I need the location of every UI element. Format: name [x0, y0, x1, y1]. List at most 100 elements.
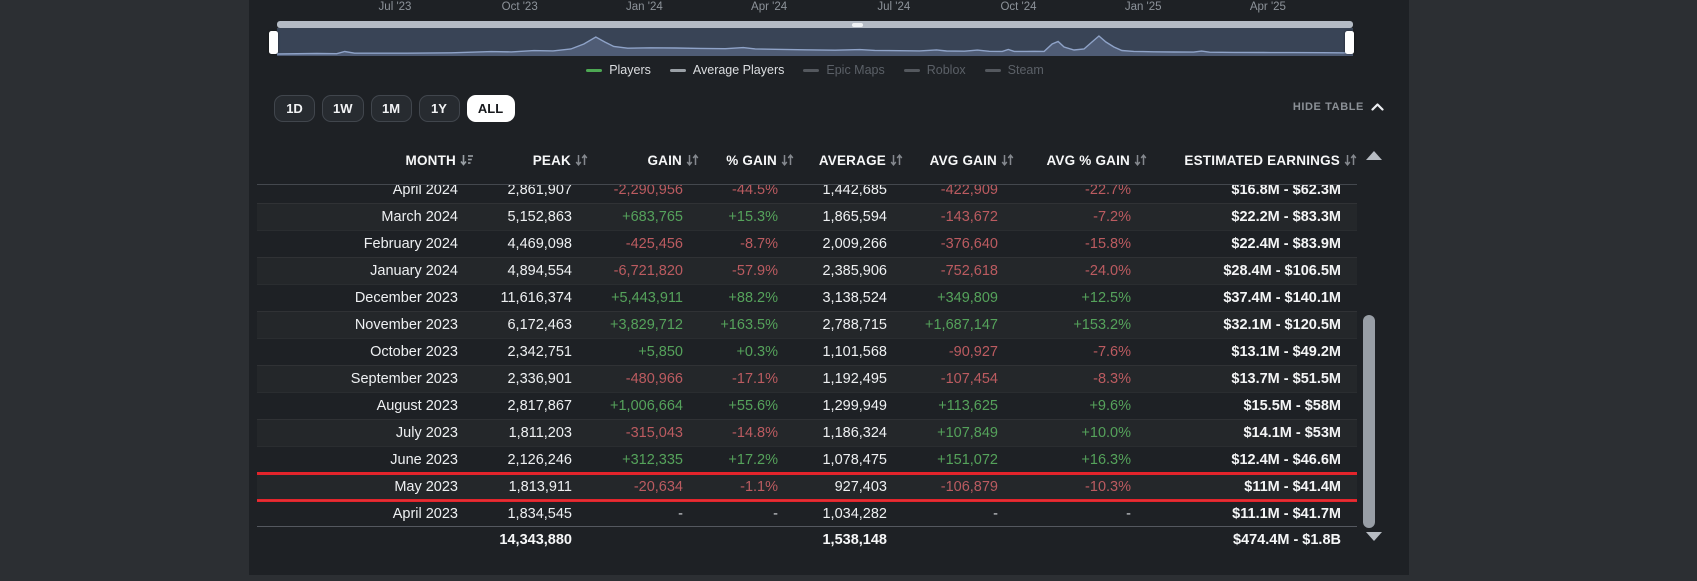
totals-peak: 14,343,880	[499, 532, 572, 548]
cell-earnings: $22.2M - $83.3M	[1231, 209, 1341, 225]
cell-average: 3,138,524	[822, 290, 887, 306]
cell-avg-gain: -107,454	[940, 371, 998, 387]
navigator-sparkline	[277, 35, 1353, 56]
table-row[interactable]: May 2023 1,813,911 -20,634 -1.1% 927,403 -106…	[257, 472, 1357, 502]
cell-average: 1,865,594	[822, 209, 887, 225]
legend-dash-icon	[984, 68, 1001, 72]
cell-average: 2,788,715	[822, 317, 887, 333]
cell-peak: 1,813,911	[508, 479, 572, 495]
column-header-gain[interactable]: GAIN	[588, 145, 699, 175]
legend-item-players[interactable]: Players	[586, 63, 651, 77]
cell-earnings: $37.4M - $140.1M	[1223, 290, 1341, 306]
cell-avg-gain-pct: -10.3%	[1085, 479, 1131, 495]
column-header-avg-gain[interactable]: AVG GAIN	[903, 145, 1014, 175]
cell-gain-pct: -14.8%	[732, 425, 778, 441]
column-header-average[interactable]: AVERAGE	[794, 145, 903, 175]
navigator-handle-left[interactable]	[269, 31, 278, 54]
column-header-month[interactable]: MONTH	[257, 145, 474, 175]
axis-tick-label: Jan '25	[1124, 1, 1162, 13]
cell-earnings: $16.8M - $62.3M	[1231, 184, 1341, 198]
cell-peak: 1,834,545	[507, 506, 572, 522]
legend-item-steam[interactable]: Steam	[984, 63, 1044, 77]
cell-average: 1,299,949	[822, 398, 887, 414]
table-row[interactable]: October 2023 2,342,751 +5,850 +0.3% 1,101,56…	[257, 338, 1357, 365]
cell-month: June 2023	[390, 452, 458, 468]
range-buttons: 1D 1W 1M 1Y ALL	[274, 95, 515, 122]
cell-earnings: $13.1M - $49.2M	[1231, 344, 1341, 360]
cell-avg-gain: -752,618	[940, 263, 998, 279]
axis-tick-label: Apr '24	[751, 1, 788, 13]
cell-average: 1,101,568	[822, 344, 887, 360]
table-row[interactable]: August 2023 2,817,867 +1,006,664 +55.6% 1,29…	[257, 392, 1357, 419]
range-button-all[interactable]: ALL	[466, 95, 515, 122]
table-row[interactable]: July 2023 1,811,203 -315,043 -14.8% 1,186,32…	[257, 419, 1357, 446]
legend-dash-icon	[903, 68, 920, 72]
chevron-up-icon	[1371, 103, 1384, 111]
cell-gain-pct: +15.3%	[728, 209, 778, 225]
cell-avg-gain-pct: -8.3%	[1093, 371, 1131, 387]
axis-tick-label: Oct '24	[1000, 1, 1037, 13]
sort-toggle-icon	[1344, 154, 1357, 166]
table-row[interactable]: March 2024 5,152,863 +683,765 +15.3% 1,865,5…	[257, 203, 1357, 230]
scroll-down-icon[interactable]	[1366, 532, 1382, 541]
column-header-label: GAIN	[647, 152, 682, 168]
legend-item-epic-maps[interactable]: Epic Maps	[803, 63, 885, 77]
cell-peak: 2,817,867	[507, 398, 572, 414]
column-header-label: % GAIN	[726, 152, 777, 168]
legend-label: Epic Maps	[826, 63, 885, 77]
cell-peak: 4,469,098	[507, 236, 572, 252]
table-row[interactable]: January 2024 4,894,554 -6,721,820 -57.9% 2,3…	[257, 257, 1357, 284]
legend-item-roblox[interactable]: Roblox	[903, 63, 966, 77]
range-button-1d[interactable]: 1D	[274, 95, 315, 122]
chart-x-axis: Jul '23 Oct '23 Jan '24 Apr '24 Jul '24 Oct '…	[277, 0, 1353, 14]
table-row[interactable]: April 2023 1,834,545 - - 1,034,282 - - $11.1M -…	[257, 500, 1357, 526]
sort-toggle-icon	[1001, 154, 1014, 166]
range-button-1m[interactable]: 1M	[370, 95, 412, 122]
cell-avg-gain: -376,640	[940, 236, 998, 252]
table-row[interactable]: September 2023 2,336,901 -480,966 -17.1% 1,1…	[257, 365, 1357, 392]
table-row[interactable]: November 2023 6,172,463 +3,829,712 +163.5% 2…	[257, 311, 1357, 338]
totals-avg-gain	[903, 527, 1014, 553]
range-button-1w[interactable]: 1W	[322, 95, 364, 122]
sort-toggle-icon	[1134, 154, 1147, 166]
cell-avg-gain: +113,625	[938, 398, 998, 414]
table-row[interactable]: April 2024 2,861,907 -2,290,956 -44.5% 1,442…	[257, 184, 1357, 203]
cell-gain-pct: +163.5%	[720, 317, 778, 333]
column-header--gain[interactable]: % GAIN	[699, 145, 794, 175]
table-row[interactable]: February 2024 4,469,098 -425,456 -8.7% 2,009…	[257, 230, 1357, 257]
cell-peak: 6,172,463	[507, 317, 572, 333]
cell-avg-gain: -	[993, 506, 998, 522]
axis-tick-label: Jan '24	[626, 1, 663, 13]
totals-gain	[588, 527, 699, 553]
cell-gain: -425,456	[625, 236, 683, 252]
hide-table-label: HIDE TABLE	[1292, 101, 1364, 113]
navigator-track[interactable]	[277, 21, 1353, 28]
totals-earnings: $474.4M - $1.8B	[1232, 532, 1341, 548]
table-row[interactable]: June 2023 2,126,246 +312,335 +17.2% 1,078,47…	[257, 446, 1357, 473]
table-scrollbar-thumb[interactable]	[1363, 315, 1375, 528]
cell-month: August 2023	[376, 398, 458, 414]
column-header-estimated-earnings[interactable]: ESTIMATED EARNINGS	[1147, 145, 1357, 175]
cell-earnings: $12.4M - $46.6M	[1231, 452, 1341, 468]
axis-tick-label: Oct '23	[501, 1, 538, 13]
cell-avg-gain: +151,072	[937, 452, 998, 468]
navigator-chart[interactable]	[277, 28, 1353, 56]
range-button-1y[interactable]: 1Y	[418, 95, 460, 122]
totals-avg-gain-pct	[1014, 527, 1147, 553]
cell-peak: 4,894,554	[507, 263, 572, 279]
hide-table-button[interactable]: HIDE TABLE	[1293, 101, 1384, 113]
column-header-peak[interactable]: PEAK	[474, 145, 588, 175]
cell-earnings: $11.1M - $41.7M	[1232, 506, 1341, 522]
legend-item-average-players[interactable]: Average Players	[669, 63, 784, 77]
cell-gain-pct: -8.7%	[740, 236, 778, 252]
axis-tick-label: Jul '24	[877, 1, 911, 13]
column-header-avg-gain[interactable]: AVG % GAIN	[1014, 145, 1147, 175]
cell-avg-gain-pct: +153.2%	[1073, 317, 1131, 333]
navigator-handle-right[interactable]	[1345, 31, 1354, 54]
column-header-label: AVERAGE	[818, 152, 886, 168]
table-row[interactable]: December 2023 11,616,374 +5,443,911 +88.2% 3…	[257, 284, 1357, 311]
cell-peak: 5,152,863	[507, 209, 572, 225]
navigator-track-grip[interactable]	[852, 22, 863, 27]
scroll-up-icon[interactable]	[1366, 151, 1382, 160]
